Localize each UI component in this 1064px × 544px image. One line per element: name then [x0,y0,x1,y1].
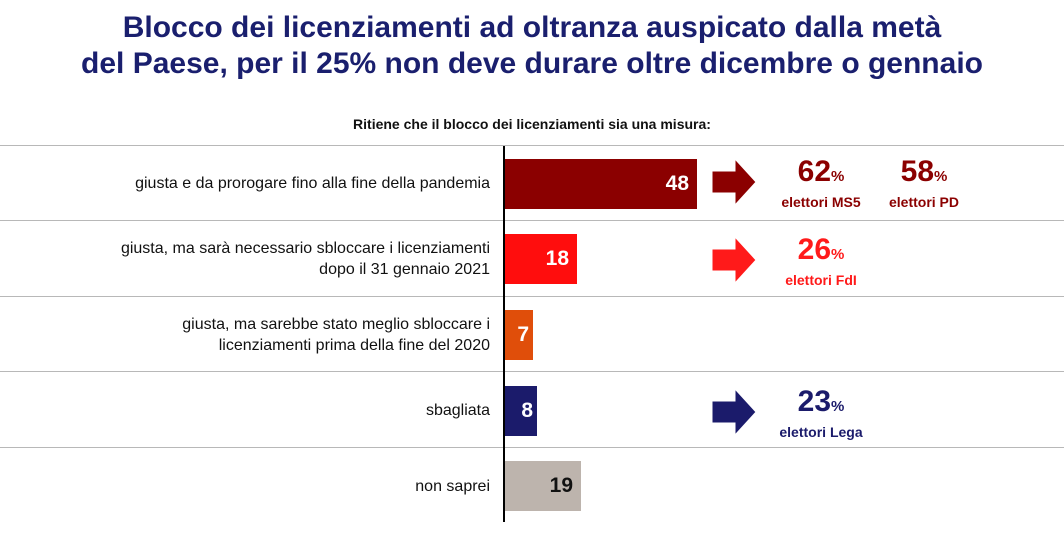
title-line-2: del Paese, per il 25% non deve durare ol… [81,47,983,80]
callout-fdi-unit: % [831,246,845,263]
category-label-line: giusta, ma sarebbe stato meglio sbloccar… [182,316,490,333]
arrow-right-icon [711,236,757,284]
category-label-line: dopo il 31 gennaio 2021 [319,261,490,279]
category-label-line: giusta, ma sarà necessario sbloccare i l… [120,240,490,258]
callout-pd: 58% elettori PD [874,156,974,211]
category-label: non saprei [20,476,490,497]
bar: 8 [505,385,537,436]
callout-lega-label: elettori Lega [779,424,863,440]
bar: 7 [505,310,533,360]
row-separator [0,145,1064,146]
callout-pd-label: elettori PD [888,194,959,210]
callout-lega-unit: % [831,398,845,415]
callout-fdi-label: elettori FdI [785,272,857,288]
bar: 18 [505,234,577,285]
callout-ms5: 62% elettori MS5 [766,156,876,211]
row-separator [0,296,1064,297]
arrow-right-icon [711,158,757,206]
callout-pd-value: 58 [900,155,935,188]
callout-ms5-label: elettori MS5 [781,194,861,210]
callout-lega: 23% elettori Lega [761,386,881,441]
bar: 48 [505,158,697,209]
bar-value-label: 7 [517,323,529,346]
callout-fdi: 26% elettori FdI [766,234,876,289]
callout-lega-value: 23 [797,385,832,418]
callout-ms5-value: 62 [797,155,832,188]
row-separator [0,447,1064,448]
category-axis-line [503,146,505,522]
callout-fdi-value: 26 [797,233,832,266]
title-line-1: Blocco dei licenziamenti ad oltranza aus… [122,11,942,44]
bar-value-label: 48 [665,171,689,195]
category-label-line: licenziamenti prima della fine del 2020 [218,337,490,354]
category-label-line: non saprei [415,477,490,495]
category-label: giusta, ma sarebbe stato meglio sbloccar… [20,314,490,356]
callout-pd-unit: % [934,168,948,185]
category-label: sbagliata [20,400,490,421]
bar-value-label: 18 [545,247,569,271]
chart-title: Blocco dei licenziamenti ad oltranza aus… [0,10,1064,82]
bar-value-label: 8 [521,398,533,422]
bar-value-label: 19 [549,474,573,498]
arrow-right-icon [711,388,757,436]
category-label-line: sbagliata [425,402,490,420]
callout-ms5-unit: % [831,168,845,185]
category-label: giusta, ma sarà necessario sbloccare i l… [20,238,490,280]
bar: 19 [505,461,581,512]
chart-question: Ritiene che il blocco dei licenziamenti … [353,116,711,132]
row-separator [0,371,1064,372]
category-label-line: giusta e da prorogare fino alla fine del… [135,175,490,193]
category-label: giusta e da prorogare fino alla fine del… [20,173,490,194]
row-separator [0,220,1064,221]
